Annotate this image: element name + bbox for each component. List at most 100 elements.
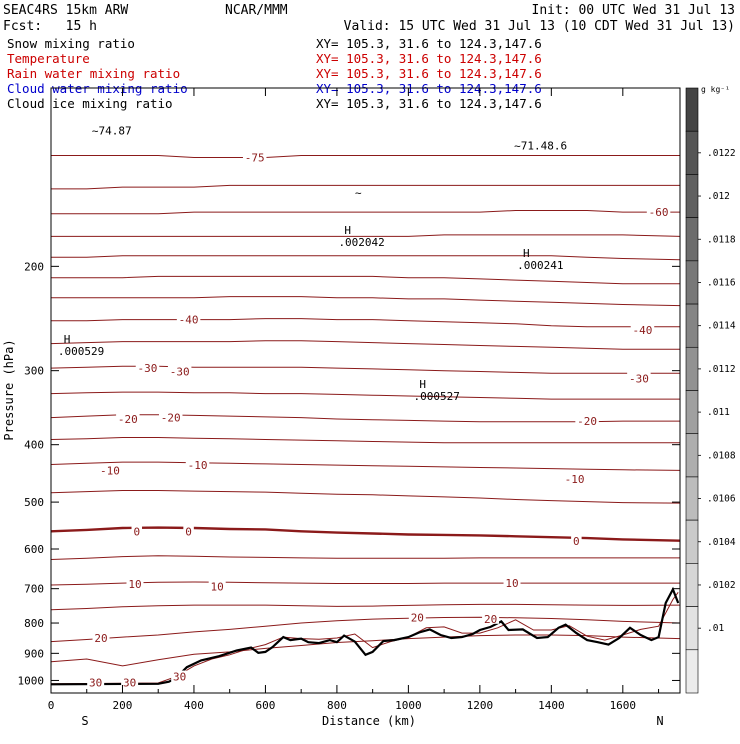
isotherm-line-12 [50, 437, 680, 444]
colorbar-label-9: .0104 [707, 537, 736, 548]
y-tick-label-5: 700 [24, 583, 44, 596]
colorbar-label-10: .0102 [707, 580, 736, 591]
isotherm-line-3 [51, 234, 681, 237]
model-title: SEAC4RS 15km ARW [3, 3, 128, 18]
colorbar-swatch-7 [685, 390, 699, 435]
isotherm-line-17 [50, 581, 680, 586]
colorbar-swatch-8 [685, 433, 699, 478]
contour-label-bg-10 [98, 464, 122, 476]
colorbar-label-3: .0116 [707, 277, 736, 288]
colorbar-swatch-0 [685, 87, 699, 132]
contour-label-bg-13 [131, 525, 143, 537]
colorbar-label-8: .0106 [707, 494, 736, 505]
contour-label-bg-23 [121, 676, 139, 688]
x-axis-title: Distance (km) [322, 714, 416, 728]
field-temperature-name: Temperature [7, 51, 90, 66]
extremum-value-3: .000527 [414, 390, 460, 403]
y-tick-label-6: 800 [24, 617, 44, 630]
contour-label-12: -10 [565, 473, 585, 486]
contour-label-16: 10 [128, 578, 141, 591]
contour-label-24: 30 [173, 671, 186, 684]
contour-label-bg-17 [208, 580, 226, 592]
isotherm-line-19 [50, 616, 681, 643]
isotherm-line-14 [50, 490, 681, 504]
x-tick-label-6: 1200 [467, 699, 494, 712]
contour-label-bg-22 [87, 676, 105, 688]
extremum-letter-2: H [64, 333, 71, 346]
colorbar-label-6: .011 [707, 407, 730, 418]
axes: 0 200 400 600 800 1000 1200 1400 160020030040050… [18, 88, 680, 712]
terrain-outline [50, 586, 680, 686]
y-tick-label-2: 400 [24, 439, 44, 452]
x-tick-label-8: 1600 [610, 699, 637, 712]
isotherm-line-4 [51, 255, 681, 261]
x-tick-label-7: 1400 [538, 699, 565, 712]
extremum-letter-1: H [523, 247, 530, 260]
colorbar-swatch-6 [685, 346, 699, 391]
contour-label-bg-9 [575, 415, 599, 427]
contour-label-1: -60 [649, 206, 669, 219]
field-snow-xy: XY= 105.3, 31.6 to 124.3,147.6 [316, 36, 542, 51]
isotherm-line-16 [50, 555, 680, 560]
init-time: Init: 00 UTC Wed 31 Jul 13 [532, 3, 736, 18]
y-tick-label-7: 900 [24, 647, 44, 660]
isotherm-line-6 [51, 296, 681, 307]
contour-labels: -75 -60 -40 -40 -30 -30 -30 -20 -20 -20 -10 -10 -10 0… [87, 125, 671, 689]
contour-label-bg-4 [135, 362, 160, 374]
contour-label-bg-5 [167, 365, 192, 377]
contour-label-2: -40 [179, 314, 199, 327]
isotherm-line-13 [50, 461, 681, 471]
extremum-value-2: .000529 [58, 345, 104, 358]
isotherm-line-0 [51, 155, 680, 158]
x-end-right: N [656, 714, 663, 728]
field-snow-name: Snow mixing ratio [7, 36, 135, 51]
colorbar-swatch-5 [685, 303, 699, 348]
forecast-hour: Fcst: 15 h [3, 19, 97, 34]
isotherm-line-5 [51, 275, 680, 285]
isotherm-line-18 [50, 603, 681, 611]
colorbar-swatch-12 [685, 606, 699, 651]
top-label-0: ~74.87 [92, 125, 132, 138]
contour-label-7: -20 [118, 413, 138, 426]
colorbar-swatch-2 [685, 174, 699, 218]
contour-label-18: 10 [505, 577, 518, 590]
contour-label-bg-6 [627, 372, 651, 384]
colorbar-label-5: .0112 [707, 364, 736, 375]
colorbar-label-7: .0108 [707, 450, 736, 461]
contour-label-15: 0 [573, 535, 580, 548]
isotherm-line-1 [51, 184, 680, 190]
x-tick-label-0: 0 [48, 699, 55, 712]
contour-label-bg-20 [408, 611, 426, 623]
contour-label-bg-8 [158, 411, 183, 423]
isotherm-line-10 [50, 391, 680, 400]
contour-label-4: -30 [138, 362, 158, 375]
field-temperature-xy: XY= 105.3, 31.6 to 124.3,147.6 [316, 51, 542, 66]
contour-label-bg-2 [176, 313, 201, 325]
contour-label-bg-18 [503, 577, 521, 589]
colorbar-label-0: .0122 [707, 148, 736, 159]
colorbar-swatch-9 [685, 476, 699, 521]
colorbar-swatch-13 [685, 649, 699, 694]
y-tick-label-8: 1000 [18, 674, 45, 687]
valid-time: Valid: 15 UTC Wed 31 Jul 13 (10 CDT Wed … [344, 19, 735, 34]
isotherm-contours [50, 155, 681, 667]
contour-label-bg-14 [183, 525, 194, 537]
center-label: NCAR/MMM [225, 3, 288, 18]
extremum-letter-3: H [419, 378, 426, 391]
x-end-left: S [81, 714, 88, 728]
y-tick-label-1: 300 [24, 365, 44, 378]
colorbar-swatch-3 [685, 217, 699, 262]
field-rain-xy: XY= 105.3, 31.6 to 124.3,147.6 [316, 66, 542, 81]
colorbar-label-4: .0114 [707, 321, 736, 332]
contour-label-21: 20 [484, 613, 497, 626]
contour-label-11: -10 [188, 459, 208, 472]
extremum-letter-0: H [344, 224, 351, 237]
isotherm-line-8 [50, 340, 680, 350]
contour-label-bg-15 [571, 535, 582, 547]
contour-label-22: 30 [89, 676, 102, 689]
extremum-value-0: .002042 [338, 236, 384, 249]
isotherm-line-7 [51, 318, 680, 328]
extremum-value-1: .000241 [517, 259, 563, 272]
